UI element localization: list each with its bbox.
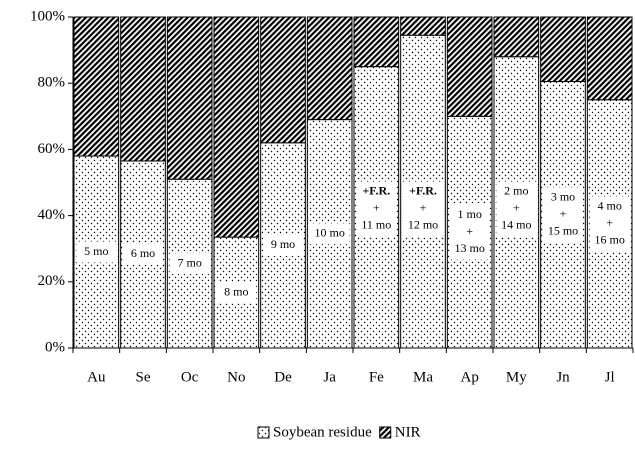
bar-segment bbox=[260, 16, 306, 144]
annotation-box bbox=[216, 282, 257, 304]
x-tick-label: Au bbox=[87, 369, 106, 385]
annotation: 9 mo bbox=[271, 237, 295, 251]
annotation: +F.R. bbox=[362, 184, 390, 198]
annotation-box bbox=[543, 187, 583, 243]
annotation: 5 mo bbox=[84, 244, 108, 258]
y-tick-label: 80% bbox=[38, 75, 66, 91]
bar-segment bbox=[120, 16, 166, 162]
annotation-box bbox=[123, 243, 163, 265]
annotation-box bbox=[309, 223, 350, 245]
annotation: 8 mo bbox=[224, 284, 248, 298]
y-tick-label: 20% bbox=[38, 273, 66, 289]
y-tick-label: 60% bbox=[38, 141, 66, 157]
x-tick-label: Fe bbox=[369, 369, 384, 385]
bar-segment bbox=[306, 16, 353, 121]
annotation-box bbox=[76, 241, 117, 263]
legend-label: NIR bbox=[395, 424, 421, 440]
annotation: 10 mo bbox=[314, 226, 344, 240]
legend-label: Soybean residue bbox=[273, 424, 372, 440]
bar-segment bbox=[446, 16, 493, 117]
bar-segment bbox=[540, 16, 586, 83]
annotation: 6 mo bbox=[131, 246, 155, 260]
bar-segment bbox=[166, 16, 213, 180]
y-tick-label: 40% bbox=[38, 207, 66, 223]
annotation: 4 mo bbox=[597, 199, 621, 213]
bar-segment bbox=[73, 16, 120, 157]
annotation: 16 mo bbox=[594, 233, 624, 247]
annotation: + bbox=[420, 201, 427, 215]
annotation: 12 mo bbox=[408, 218, 438, 232]
x-tick-label: De bbox=[274, 369, 292, 385]
annotation: 7 mo bbox=[177, 255, 201, 269]
x-tick-label: Ap bbox=[460, 369, 478, 385]
legend-swatch bbox=[379, 426, 392, 439]
annotation-box bbox=[589, 196, 630, 252]
x-tick-label: My bbox=[506, 369, 527, 385]
legend-swatch bbox=[257, 426, 270, 439]
annotation: 1 mo bbox=[457, 207, 481, 221]
annotation-box bbox=[496, 181, 537, 237]
annotation: 11 mo bbox=[361, 218, 391, 232]
annotation: 2 mo bbox=[504, 184, 528, 198]
x-tick-label: Ma bbox=[413, 369, 433, 385]
x-tick-label: Ja bbox=[323, 369, 336, 385]
annotation-box bbox=[356, 181, 397, 237]
bar-segment bbox=[213, 16, 260, 238]
y-tick-label: 100% bbox=[30, 8, 65, 24]
y-tick-label: 0% bbox=[45, 339, 65, 355]
annotation: 3 mo bbox=[551, 190, 575, 204]
annotation: + bbox=[560, 207, 567, 221]
x-tick-label: Jl bbox=[605, 369, 615, 385]
annotation: 13 mo bbox=[454, 241, 484, 255]
x-tick-label: Oc bbox=[181, 369, 199, 385]
annotation: +F.R. bbox=[409, 184, 437, 198]
bar-segment bbox=[586, 16, 633, 101]
annotation: 14 mo bbox=[501, 218, 531, 232]
annotation-box bbox=[169, 253, 210, 275]
annotation: + bbox=[513, 201, 520, 215]
bar-segment bbox=[353, 16, 400, 68]
annotation: 15 mo bbox=[548, 224, 578, 238]
annotation-box bbox=[449, 204, 490, 260]
annotation: + bbox=[606, 216, 613, 230]
bar-segment bbox=[493, 16, 540, 58]
annotation: + bbox=[466, 224, 473, 238]
x-tick-label: Se bbox=[136, 369, 151, 385]
x-tick-label: Jn bbox=[556, 369, 570, 385]
bar-segment bbox=[400, 16, 446, 36]
annotation: + bbox=[373, 201, 380, 215]
annotation-box bbox=[403, 181, 443, 237]
annotation-box bbox=[263, 234, 303, 256]
x-tick-label: No bbox=[227, 369, 245, 385]
